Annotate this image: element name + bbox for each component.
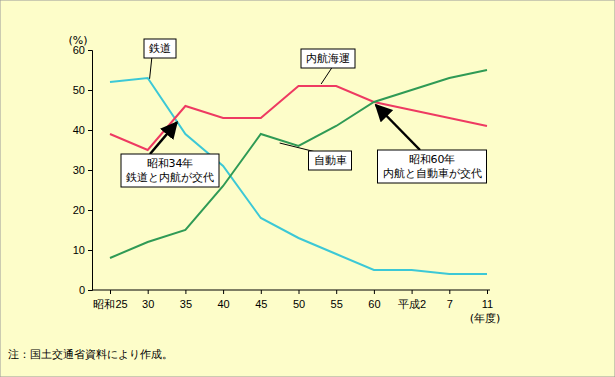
y-tick-mark <box>88 250 92 251</box>
x-axis-line <box>92 290 490 291</box>
y-tick-mark <box>88 130 92 131</box>
x-tick-label: 11 <box>482 298 493 310</box>
x-tick-label: 55 <box>331 298 343 310</box>
callout: 内航海運 <box>301 49 355 84</box>
callout-box <box>309 151 352 170</box>
y-tick-label: 50 <box>73 84 85 96</box>
y-tick-label: 0 <box>79 284 85 296</box>
callout-leader <box>321 66 333 84</box>
x-tick: 30 <box>142 290 154 310</box>
callout-line: 内航海運 <box>306 52 350 65</box>
x-tick-label: 50 <box>293 298 305 310</box>
callout-box <box>378 150 487 183</box>
x-tick: 平成2 <box>398 290 426 310</box>
x-tick: 50 <box>293 290 305 310</box>
x-tick-mark <box>336 290 337 294</box>
callout-box <box>121 154 219 187</box>
plot-area <box>110 70 487 274</box>
x-tick-mark <box>148 290 149 294</box>
x-tick-label: 昭和25 <box>93 298 127 310</box>
y-tick: 20 <box>73 204 92 216</box>
y-tick-mark <box>88 90 92 91</box>
callout: 昭和60年内航と自動車が交代 <box>376 105 487 183</box>
callout-text: 自動車 <box>314 154 347 167</box>
callout-leader <box>150 122 177 154</box>
x-tick-mark <box>412 290 413 294</box>
x-tick: 35 <box>180 290 192 310</box>
x-tick-label: 45 <box>255 298 267 310</box>
callout-line: 鉄道と内航が交代 <box>126 171 214 184</box>
y-tick-mark <box>88 290 92 291</box>
x-tick: 昭和25 <box>93 290 127 310</box>
callout-box <box>144 39 176 58</box>
y-tick-label: 30 <box>73 164 85 176</box>
x-tick-mark <box>449 290 450 294</box>
callout-text: 鉄道 <box>149 42 171 55</box>
x-tick: 45 <box>255 290 267 310</box>
callout-line: 昭和60年 <box>409 153 456 166</box>
callout-line: 自動車 <box>314 154 347 167</box>
x-tick-mark <box>185 290 186 294</box>
x-tick: 11 <box>482 290 493 310</box>
y-tick: 30 <box>73 164 92 176</box>
y-tick-label: 40 <box>73 124 85 136</box>
x-tick-label: 60 <box>368 298 380 310</box>
x-tick-mark <box>223 290 224 294</box>
y-tick-mark <box>88 50 92 51</box>
series-line <box>110 70 487 258</box>
y-tick: 40 <box>73 124 92 136</box>
x-tick-mark <box>261 290 262 294</box>
y-tick-label: 20 <box>73 204 85 216</box>
chart: 0 10 20 30 40 50 60昭和25 30 35 40 45 50 55 60 平成2 7 11 (%)… <box>0 0 615 377</box>
x-tick-label: 30 <box>142 298 154 310</box>
y-axis-line <box>88 51 93 291</box>
callouts: 鉄道内航海運自動車 昭和34年鉄道と内航が交代 昭和60年内航と自動車が交代 <box>121 39 487 187</box>
y-tick: 10 <box>73 244 92 256</box>
callout-text: 内航海運 <box>306 52 350 65</box>
note: 注：国土交通省資料により作成。 <box>8 348 173 361</box>
callout: 昭和34年鉄道と内航が交代 <box>121 122 219 187</box>
x-tick-mark <box>374 290 375 294</box>
x-tick-mark <box>299 290 300 294</box>
x-tick-label: 平成2 <box>398 298 426 310</box>
x-axis: 昭和25 30 35 40 45 50 55 60 平成2 7 11 <box>92 290 493 310</box>
callout-line: 鉄道 <box>149 42 171 55</box>
y-tick-mark <box>88 170 92 171</box>
x-tick: 55 <box>331 290 343 310</box>
y-tick: 0 <box>79 284 92 296</box>
background <box>0 0 615 377</box>
callout-box <box>301 49 355 68</box>
y-axis: 0102030405060 <box>73 44 93 296</box>
y-axis-title: (%) <box>68 34 87 47</box>
y-tick-mark <box>88 210 92 211</box>
y-tick-label: 10 <box>73 244 85 256</box>
callout: 自動車 <box>280 143 352 170</box>
x-tick-label: 7 <box>447 298 453 310</box>
series-line <box>110 86 487 150</box>
x-axis-title: (年度) <box>470 312 501 325</box>
x-tick: 7 <box>447 290 453 310</box>
callout-leader <box>150 56 152 79</box>
callout-leader <box>376 105 420 150</box>
x-tick-mark <box>487 290 488 294</box>
x-tick-mark <box>110 290 111 294</box>
callout: 鉄道 <box>144 39 176 79</box>
y-tick: 50 <box>73 84 92 96</box>
series-line <box>110 78 487 274</box>
callout-line: 昭和34年 <box>147 157 194 170</box>
x-tick: 60 <box>368 290 380 310</box>
x-tick-label: 35 <box>180 298 192 310</box>
callout-line: 内航と自動車が交代 <box>383 167 482 180</box>
callout-text: 昭和60年内航と自動車が交代 <box>383 153 482 180</box>
x-tick: 40 <box>217 290 229 310</box>
callout-text: 昭和34年鉄道と内航が交代 <box>126 157 214 184</box>
x-tick-label: 40 <box>217 298 229 310</box>
